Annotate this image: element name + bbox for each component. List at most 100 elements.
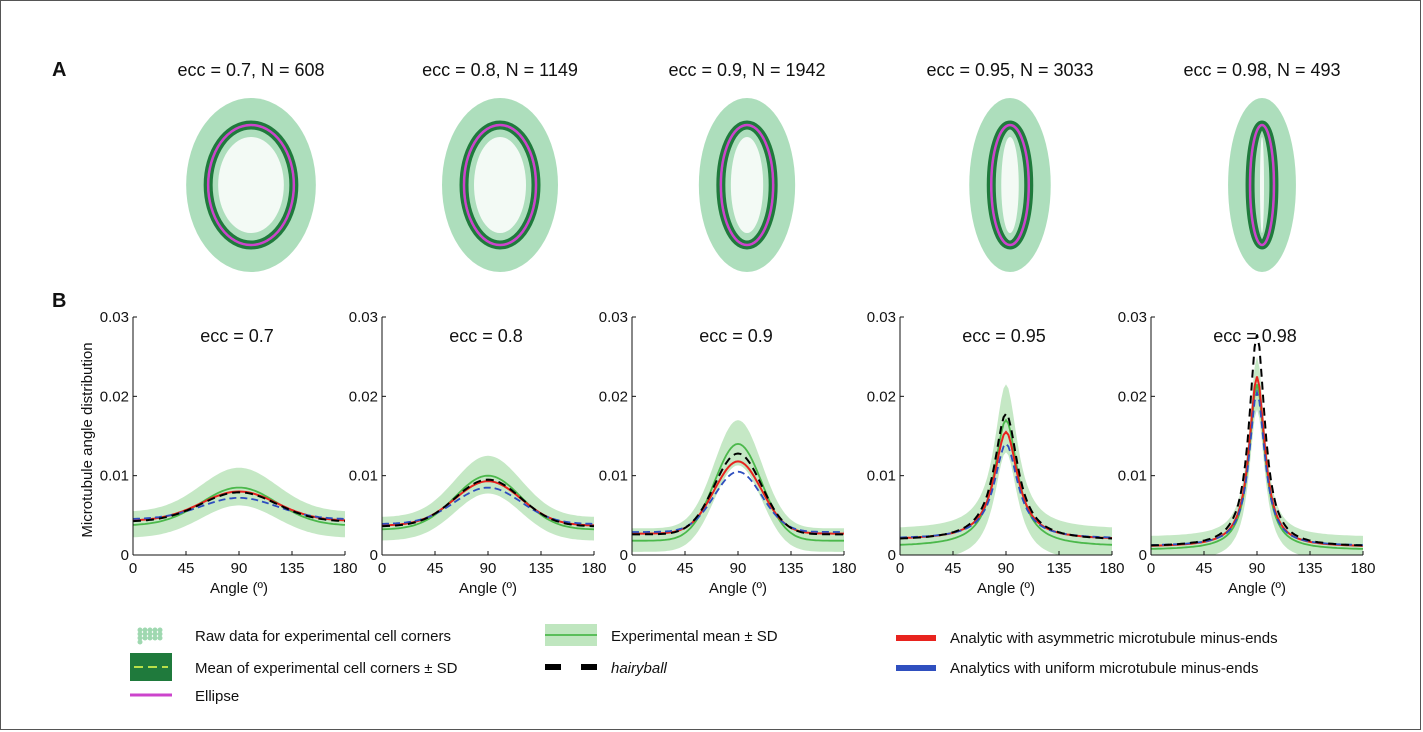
legend-raw-dot <box>142 631 148 637</box>
legend-label: Raw data for experimental cell corners <box>195 628 451 645</box>
y-tick-label: 0.03 <box>349 309 378 326</box>
x-tick-label: 90 <box>730 560 747 577</box>
y-tick-label: 0.02 <box>867 388 896 405</box>
x-tick-label: 90 <box>480 560 497 577</box>
experimental-sd-band <box>133 467 345 538</box>
shape-1: ecc = 0.7, N = 608 <box>177 60 325 272</box>
y-tick-label: 0.03 <box>1118 309 1147 326</box>
x-axis-label: Angle (º) <box>459 580 517 597</box>
y-tick-label: 0 <box>620 547 628 564</box>
plot-title: ecc = 0.98 <box>1213 326 1297 346</box>
legend-raw-dot <box>137 639 143 645</box>
shape-title: ecc = 0.98, N = 493 <box>1183 60 1340 80</box>
legend-raw-dot <box>147 627 153 633</box>
plot-3: 0 0.01 0.02 0.03 0 45 90 135 180 Angle (º) ecc = 0… <box>599 309 857 597</box>
x-tick-label: 180 <box>581 560 606 577</box>
y-tick-label: 0.02 <box>1118 388 1147 405</box>
legend-label: Mean of experimental cell corners ± SD <box>195 660 458 677</box>
legend-raw-dot <box>137 631 143 637</box>
panel-label-a: A <box>52 59 66 81</box>
y-tick-label: 0.01 <box>349 468 378 485</box>
ellipse-fit <box>206 123 296 247</box>
hairyball-line <box>632 452 844 536</box>
asymmetric-line <box>632 460 844 535</box>
shape-3: ecc = 0.9, N = 1942 <box>668 60 826 272</box>
legend-label: Ellipse <box>195 688 239 705</box>
ellipse-fit <box>990 123 1030 247</box>
x-tick-label: 45 <box>945 560 962 577</box>
x-tick-label: 0 <box>628 560 636 577</box>
x-tick-label: 135 <box>1046 560 1071 577</box>
shape-2: ecc = 0.8, N = 1149 <box>422 60 578 272</box>
legend-raw <box>137 627 163 645</box>
shape-title: ecc = 0.95, N = 3033 <box>926 60 1093 80</box>
plot-title: ecc = 0.95 <box>962 326 1046 346</box>
plot-4: 0 0.01 0.02 0.03 0 45 90 135 180 Angle (º) ecc = 0… <box>867 309 1125 597</box>
experimental-mean-line <box>1151 384 1363 550</box>
plot-2: 0 0.01 0.02 0.03 0 45 90 135 180 Angle (º) ecc = 0… <box>349 309 607 597</box>
panel-b: 0 0.01 0.02 0.03 0 45 90 135 180 Angle (º) ecc = 0… <box>100 309 1376 597</box>
shape-5: ecc = 0.98, N = 493 <box>1183 60 1341 272</box>
hairyball-line <box>381 478 595 528</box>
plot-1: 0 0.01 0.02 0.03 0 45 90 135 180 Angle (º) ecc = 0… <box>100 309 358 597</box>
experimental-sd-band <box>1151 356 1363 555</box>
x-axis-label: Angle (º) <box>210 580 268 597</box>
plot-5: 0 0.01 0.02 0.03 0 45 90 135 180 Angle (º) ecc = 0… <box>1118 309 1376 597</box>
y-axis-label: Microtubule angle distribution <box>79 342 96 537</box>
y-tick-label: 0.02 <box>349 388 378 405</box>
cloud-inner <box>1260 137 1264 233</box>
x-tick-label: 0 <box>896 560 904 577</box>
legend: Raw data for experimental cell corners Me… <box>130 624 1278 705</box>
legend-label: Analytics with uniform microtubule minus… <box>950 660 1258 677</box>
y-tick-label: 0.01 <box>599 468 628 485</box>
experimental-mean-line <box>132 486 346 526</box>
uniform-line <box>632 470 844 533</box>
x-tick-label: 45 <box>178 560 195 577</box>
y-tick-label: 0 <box>1139 547 1147 564</box>
x-tick-label: 45 <box>677 560 694 577</box>
experimental-mean-line <box>899 418 1113 546</box>
x-tick-label: 0 <box>129 560 137 577</box>
shape-title: ecc = 0.7, N = 608 <box>177 60 324 80</box>
y-tick-label: 0.02 <box>100 388 129 405</box>
x-tick-label: 135 <box>1297 560 1322 577</box>
legend-raw-dot <box>137 627 143 633</box>
experimental-sd-band <box>900 384 1112 555</box>
x-axis-label: Angle (º) <box>709 580 767 597</box>
y-tick-label: 0 <box>370 547 378 564</box>
y-tick-label: 0.02 <box>599 388 628 405</box>
hairyball-line <box>132 491 346 523</box>
shape-4: ecc = 0.95, N = 3033 <box>926 60 1094 272</box>
experimental-mean-line <box>632 442 844 542</box>
legend-raw-dot <box>142 635 148 641</box>
x-tick-label: 135 <box>778 560 803 577</box>
hairyball-line <box>899 412 1113 540</box>
ellipse-fit <box>462 123 538 247</box>
x-tick-label: 45 <box>427 560 444 577</box>
experimental-mean-line <box>381 474 595 531</box>
legend-raw-dot <box>152 627 158 633</box>
y-tick-label: 0.03 <box>100 309 129 326</box>
y-tick-label: 0.01 <box>100 468 129 485</box>
legend-label: Analytic with asymmetric microtubule min… <box>950 630 1278 647</box>
shape-title: ecc = 0.9, N = 1942 <box>668 60 825 80</box>
legend-raw-dot <box>152 631 158 637</box>
y-tick-label: 0.03 <box>599 309 628 326</box>
legend-raw-dot <box>157 627 163 633</box>
ellipse-fit <box>719 123 775 247</box>
x-tick-label: 135 <box>528 560 553 577</box>
plot-title: ecc = 0.7 <box>200 326 274 346</box>
legend-raw-dot <box>147 631 153 637</box>
x-axis-label: Angle (º) <box>1228 580 1286 597</box>
cloud-inner <box>474 137 526 233</box>
x-tick-label: 0 <box>378 560 386 577</box>
legend-raw-dot <box>142 627 148 633</box>
legend-label: hairyball <box>611 660 668 677</box>
legend-raw-dot <box>157 635 163 641</box>
x-tick-label: 90 <box>231 560 248 577</box>
x-tick-label: 180 <box>332 560 357 577</box>
x-tick-label: 180 <box>1099 560 1124 577</box>
x-tick-label: 45 <box>1196 560 1213 577</box>
uniform-line <box>899 442 1113 539</box>
